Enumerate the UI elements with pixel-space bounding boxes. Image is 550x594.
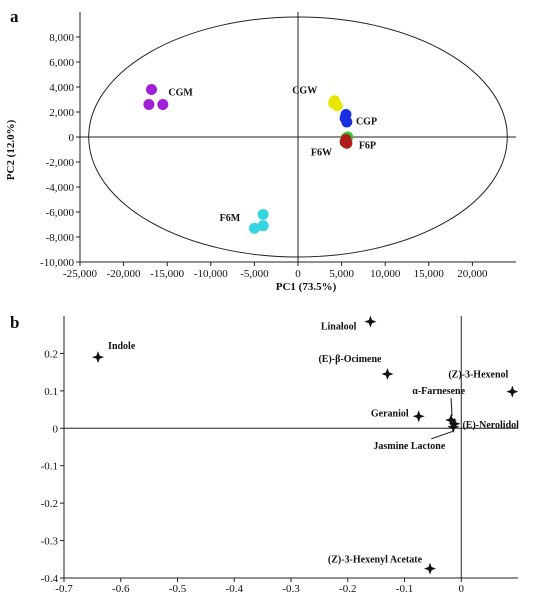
panel-b-x-tick-label: -0.2: [339, 583, 356, 594]
panel-b-y-tick-label: -0.1: [41, 461, 58, 473]
panel-a-x-tick-label: 15,000: [414, 268, 445, 280]
loading-point-linalool: [364, 315, 377, 328]
panel-a-label: a: [10, 7, 19, 26]
panel-a-y-tick-label: -6,000: [46, 207, 75, 219]
panel-b-x-tick-label: -0.6: [112, 583, 130, 594]
panel-a-x-tick-label: 10,000: [370, 268, 401, 280]
panel-a-ellipse: [88, 16, 508, 258]
panel-b-x-tick-label: -0.7: [55, 583, 73, 594]
loading-label-indole: Indole: [108, 341, 136, 352]
panel-b-x-tick-label: -0.5: [169, 583, 187, 594]
panel-a-y-tick-label: -10,000: [40, 257, 74, 269]
panel-a-confidence-ellipse: [88, 16, 508, 258]
panel-b-y-tick-label: -0.2: [41, 498, 58, 510]
panel-b-point-labels: Indole Linalool (E)-β-Ocimene (Z)-3-Hexenol…: [108, 322, 519, 566]
panel-a-y-tick-label: 4,000: [49, 82, 74, 94]
panel-a-x-tick-label: -5,000: [240, 268, 269, 280]
loading-label-jasmine-lactone: Jasmine Lactone: [373, 441, 446, 452]
panel-b-y-tick-label: 0.2: [44, 348, 58, 360]
loading-label-e-nerolidol: (E)-Nerolidol: [462, 420, 519, 431]
panel-b-loading-plot: b -0.7 -0.6 -0.5 -0.4 -0.3 -0.2 -0.1 0-0.4-0.3-…: [10, 313, 519, 594]
panel-a-y-tick-label: -2,000: [46, 157, 75, 169]
group-label-cgw: CGW: [292, 85, 317, 96]
point-f6m: [257, 209, 269, 220]
panel-b-axes: -0.7 -0.6 -0.5 -0.4 -0.3 -0.2 -0.1 0 -0.4 -0.3 -0.…: [41, 316, 518, 594]
point-cgm: [157, 99, 169, 110]
panel-a-y-axis-label: PC2 (12.0%): [5, 119, 17, 180]
panel-a-x-axis-label: PC1 (73.5%): [276, 281, 337, 293]
panel-b-x-tick-label: -0.4: [226, 583, 244, 594]
panel-a-axes: -25,000 -20,000 -15,000 -10,000 -5,000 0 5,000…: [40, 12, 516, 280]
arrow-jasmine-lactone: [431, 430, 455, 440]
point-f6w: [340, 134, 352, 145]
point-cgm: [146, 84, 158, 95]
point-cgm: [143, 99, 155, 110]
loading-label-farnesene: α-Farnesene: [412, 386, 465, 397]
loading-point-z-3-hexenol: [506, 385, 519, 398]
loading-point-jasmine-lactone: [447, 420, 460, 433]
panel-b-points: [92, 315, 519, 575]
panel-a-score-plot: a -25,000 -20,000 -15,000 -10,000 -5,000 0 5,0…: [5, 7, 516, 293]
loading-label-linalool: Linalool: [321, 322, 357, 333]
panel-a-y-tick-label: -8,000: [46, 232, 75, 244]
loading-label-geraniol: Geraniol: [371, 408, 409, 419]
panel-a-y-tick-label: 2,000: [49, 107, 74, 119]
panel-a-y-tick-label: 6,000: [49, 57, 74, 69]
panel-a-x-tick-label: 20,000: [457, 268, 488, 280]
panel-b-y-tick-label: 0.1: [44, 386, 58, 398]
panel-a-x-tick-label: -15,000: [150, 268, 184, 280]
panel-a-y-tick-label: -4,000: [46, 182, 75, 194]
group-label-cgp: CGP: [356, 116, 377, 127]
panel-a-x-tick-label: 5,000: [329, 268, 354, 280]
point-cgp: [339, 112, 351, 124]
point-f6m: [248, 222, 260, 234]
group-label-f6p: F6P: [359, 141, 376, 152]
panel-a-x-tick-label: -20,000: [107, 268, 141, 280]
loading-label-e-ocimene: (E)-β-Ocimene: [318, 354, 382, 365]
panel-b-x-tick-label: -0.1: [396, 583, 413, 594]
panel-a-y-tick-label: 0: [69, 132, 75, 144]
loading-label-z-3-hexenyl-acetate: (Z)-3-Hexenyl Acetate: [328, 555, 423, 566]
group-label-f6w: F6W: [311, 148, 332, 159]
panel-a-x-tick-label: -10,000: [194, 268, 228, 280]
panel-b-x-tick-label: 0: [459, 583, 465, 594]
loading-point-indole: [92, 351, 105, 364]
panel-b-label: b: [10, 313, 19, 332]
group-label-cgm: CGM: [168, 88, 193, 99]
point-f6m: [257, 220, 269, 232]
panel-a-y-tick-label: 8,000: [49, 32, 74, 44]
panel-a-points: [143, 84, 354, 234]
panel-b-y-tick-label: 0: [53, 423, 59, 435]
loading-label-z-3-hexenol: (Z)-3-Hexenol: [448, 370, 508, 381]
loading-point-e-nerolidol: [448, 417, 461, 430]
arrow-farnesene: [450, 398, 453, 417]
loading-point-geraniol: [412, 410, 425, 423]
group-label-f6m: F6M: [220, 213, 241, 224]
point-cgw: [328, 97, 340, 109]
panel-b-label-arrows: [431, 398, 455, 440]
loading-point-e-ocimene: [381, 368, 394, 381]
panel-a-x-tick-label: 0: [295, 268, 301, 280]
panel-a-group-labels: CGM CGW CGP F6P F6W F6M: [168, 85, 377, 224]
loading-point-z-3-hexenyl-acetate: [424, 562, 437, 575]
loading-point-farnesene: [445, 414, 458, 427]
panel-b-y-tick-label: -0.4: [41, 573, 59, 585]
panel-b-x-tick-label: -0.3: [282, 583, 300, 594]
panel-b-y-tick-label: -0.3: [41, 536, 59, 548]
panel-a-x-tick-label: -25,000: [63, 268, 97, 280]
